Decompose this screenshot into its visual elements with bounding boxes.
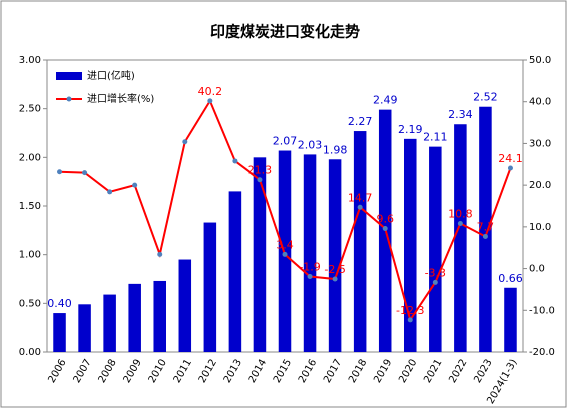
legend-label: 进口(亿吨) [87,69,135,82]
legend-label: 进口增长率(%) [87,92,154,105]
bar [253,157,267,352]
line-marker [82,170,88,176]
y-tick-label: 0.50 [19,298,41,309]
y-tick-label: 3.00 [19,55,41,66]
line-label: -1.9 [299,260,320,273]
line-marker [507,165,513,171]
line-marker [307,273,313,279]
bar [178,259,192,352]
line-marker [107,189,113,195]
line-marker [432,279,438,285]
y2-tick-label: -20.0 [529,347,555,358]
y2-tick-label: 30.0 [529,138,551,149]
bar-label: 2.27 [348,115,373,128]
y-tick-label: 1.50 [19,201,41,212]
y2-tick-label: 0.0 [529,264,545,275]
bar-label: 1.98 [323,143,348,156]
bar [103,294,116,352]
y2-tick-label: -10.0 [529,305,555,316]
bar [353,131,367,352]
line-label: 40.2 [198,85,223,98]
line-marker [207,98,213,104]
bar-label: 2.49 [373,94,398,107]
line-marker [257,177,263,183]
line-marker [482,233,488,239]
line-marker [282,251,288,257]
bar [53,313,66,352]
bar-label: 2.34 [448,108,473,121]
line-marker [357,204,363,210]
bar [78,304,91,352]
y-tick-label: 2.50 [19,104,41,115]
y-tick-label: 0.00 [19,347,41,358]
legend-marker [66,96,72,102]
y2-tick-label: 50.0 [529,55,551,66]
line-label: -3.3 [425,266,446,279]
line-marker [457,221,463,227]
bar [203,222,217,352]
y2-tick-label: 20.0 [529,180,551,191]
bar [404,138,417,352]
bar-label: 2.11 [423,131,448,144]
line-marker [382,226,388,232]
bar-label: 0.66 [498,272,523,285]
line-marker [407,317,413,323]
chart-title: 印度煤炭进口变化走势 [210,23,360,41]
bar [454,124,467,353]
line-marker [232,158,238,164]
line-label: -2.5 [324,263,345,276]
line-marker [332,276,338,282]
bar-label: 2.03 [298,138,323,151]
line-label: 7.7 [477,220,495,233]
line-marker [57,169,63,175]
line-label: 14.7 [348,191,373,204]
line-label: 10.8 [448,208,473,221]
line-label: 9.6 [376,213,394,226]
y-tick-label: 2.00 [19,152,41,163]
line-label: -12.3 [396,304,424,317]
bar [429,146,442,352]
bar [153,280,166,352]
bar-label: 2.07 [273,135,298,148]
line-label: 21.3 [248,164,273,177]
bar [328,159,342,352]
line-marker [157,251,163,257]
bar-label: 2.19 [398,123,423,136]
line-marker [182,139,188,145]
line-label: 24.1 [498,152,523,165]
bar [303,154,317,352]
y2-tick-label: 40.0 [529,97,551,108]
bar-label: 0.40 [47,297,72,310]
bar [504,287,517,352]
y2-tick-label: 10.0 [529,222,551,233]
bar [228,191,242,352]
y-tick-label: 1.00 [19,250,41,261]
legend-swatch [56,72,82,80]
line-marker [132,182,138,188]
bar-label: 2.52 [473,91,498,104]
bar [479,106,492,352]
line-label: 3.4 [276,238,294,251]
bar [128,283,141,352]
